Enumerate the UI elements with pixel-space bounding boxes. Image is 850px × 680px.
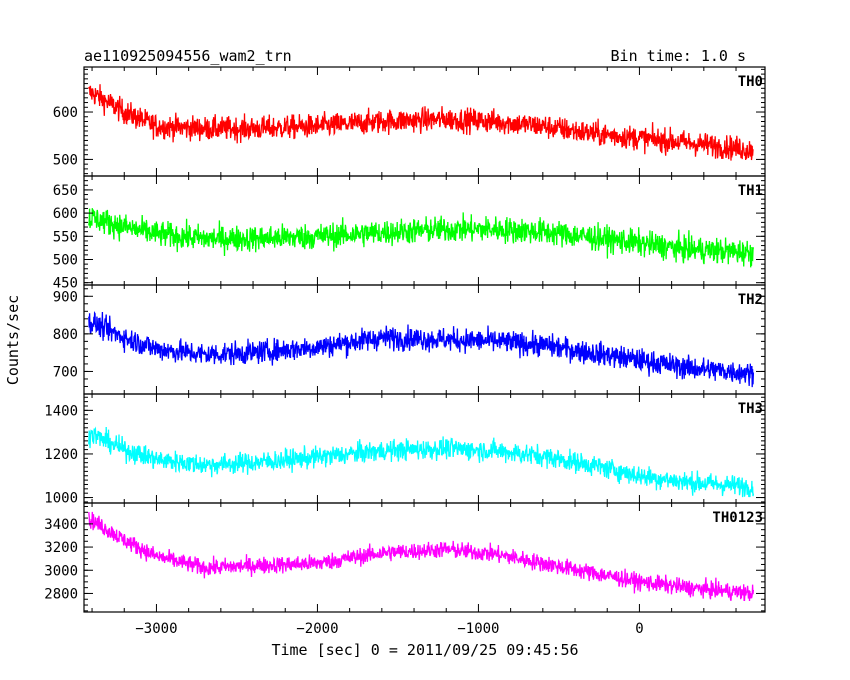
y-tick-label: 3000 — [44, 563, 78, 579]
y-tick-label: 1400 — [44, 403, 78, 419]
y-tick-label: 500 — [53, 152, 78, 168]
y-tick-label: 3200 — [44, 540, 78, 556]
y-tick-label: 1000 — [44, 491, 78, 507]
x-tick-label: 0 — [635, 621, 643, 637]
x-axis: −3000 −2000 −1000 0 — [135, 621, 643, 637]
y-tick-label: 900 — [53, 289, 78, 305]
x-tick-label: −2000 — [296, 621, 338, 637]
series-label-th3: TH3 — [738, 401, 763, 417]
series-label-th1: TH1 — [738, 183, 763, 199]
x-axis-title: Time [sec] 0 = 2011/09/25 09:45:56 — [271, 641, 578, 659]
y-tick-label: 800 — [53, 327, 78, 343]
y-tick-label: 700 — [53, 364, 78, 380]
series-label-th0123: TH0123 — [712, 510, 763, 526]
panel-frame — [83, 393, 766, 504]
panels-group: 500 600 TH0 450 500 550 600 650 TH1 700 800 900 TH2 1… — [44, 66, 766, 613]
y-tick-label: 3400 — [44, 517, 78, 533]
y-tick-label: 650 — [53, 183, 78, 199]
series-line-th0 — [88, 84, 754, 161]
panel-th0: 500 600 TH0 — [53, 66, 766, 177]
series-label-th2: TH2 — [738, 292, 763, 308]
y-tick-label: 500 — [53, 252, 78, 268]
y-tick-label: 600 — [53, 206, 78, 222]
series-line-th3 — [88, 426, 755, 498]
panel-th0123: 2800 3000 3200 3400 TH0123 — [44, 502, 766, 613]
series-line-th0123 — [88, 511, 755, 602]
panel-th1: 450 500 550 600 650 TH1 — [53, 175, 766, 292]
bin-time-label: Bin time: 1.0 s — [611, 47, 746, 65]
x-tick-label: −3000 — [135, 621, 177, 637]
y-tick-label: 2800 — [44, 586, 78, 602]
series-line-th1 — [88, 208, 755, 268]
y-tick-label: 1200 — [44, 447, 78, 463]
panel-frame — [83, 284, 766, 395]
series-line-th2 — [88, 310, 755, 388]
y-tick-label: 600 — [53, 105, 78, 121]
panel-th3: 1000 1200 1400 TH3 — [44, 393, 766, 507]
y-tick-label: 450 — [53, 276, 78, 292]
chart-title: ae110925094556_wam2_trn — [84, 47, 292, 65]
panel-frame — [83, 502, 766, 613]
series-label-th0: TH0 — [738, 74, 763, 90]
y-axis-title: Counts/sec — [4, 295, 22, 385]
y-tick-label: 550 — [53, 229, 78, 245]
panel-th2: 700 800 900 TH2 — [53, 284, 766, 395]
x-tick-label: −1000 — [457, 621, 499, 637]
